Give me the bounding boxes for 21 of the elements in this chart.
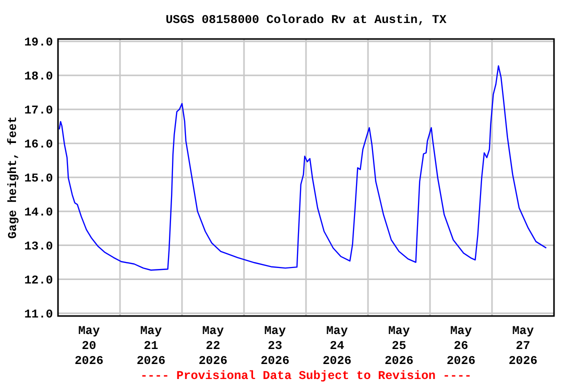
text: ---- Provisional Data Subject to Revision ---- bbox=[140, 369, 472, 383]
x-tick-label: May 24 2026 bbox=[322, 324, 352, 368]
x-tick-label: May 20 2026 bbox=[74, 324, 104, 368]
y-tick-label: 11.0 bbox=[24, 307, 53, 322]
x-tick-label: May 25 2026 bbox=[384, 324, 414, 368]
y-tick-label: 18.0 bbox=[24, 69, 53, 84]
y-tick-label: 19.0 bbox=[24, 35, 53, 50]
y-tick-label: 14.0 bbox=[24, 205, 53, 220]
y-tick-label: 13.0 bbox=[24, 239, 53, 254]
y-tick-label: 12.0 bbox=[24, 273, 53, 288]
y-axis-title: Gage height, feet bbox=[6, 116, 20, 239]
x-tick-label: May 27 2026 bbox=[508, 324, 538, 368]
x-tick-label: May 23 2026 bbox=[260, 324, 290, 368]
y-tick-label: 15.0 bbox=[24, 171, 53, 186]
y-tick-label: 16.0 bbox=[24, 137, 53, 152]
x-tick-label: May 26 2026 bbox=[446, 324, 476, 368]
line-series bbox=[58, 65, 547, 271]
y-tick-label: 17.0 bbox=[24, 103, 53, 118]
x-tick-label: May 22 2026 bbox=[198, 324, 228, 368]
x-tick-label: May 21 2026 bbox=[136, 324, 166, 368]
chart-title: USGS 08158000 Colorado Rv at Austin, TX bbox=[166, 13, 448, 27]
